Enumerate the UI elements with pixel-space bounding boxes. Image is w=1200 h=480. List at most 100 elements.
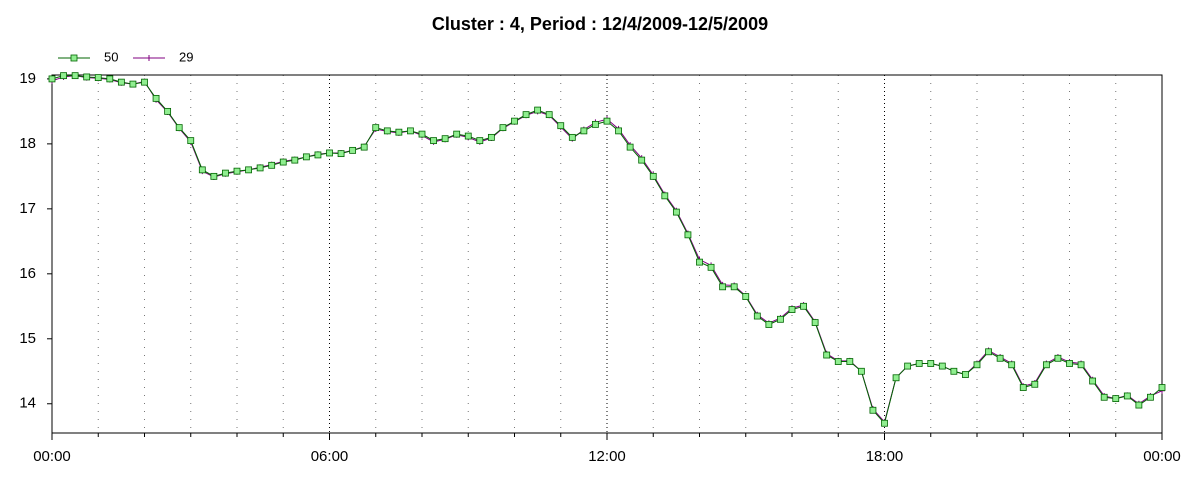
point-marker <box>1008 361 1016 369</box>
point-marker <box>1135 401 1143 409</box>
x-tick-label: 00:00 <box>33 448 71 465</box>
point-marker <box>638 156 646 164</box>
y-tick-label: 17 <box>19 200 36 217</box>
point-marker <box>337 150 345 158</box>
point-marker <box>499 124 507 132</box>
point-marker <box>48 75 56 83</box>
point-marker <box>222 169 229 177</box>
y-tick-label: 16 <box>19 265 36 282</box>
point-marker <box>164 107 172 115</box>
point-marker <box>592 120 599 128</box>
point-marker <box>430 137 437 145</box>
point-marker <box>453 130 461 138</box>
point-marker <box>557 122 565 130</box>
point-marker <box>326 149 333 157</box>
point-marker <box>407 127 414 135</box>
point-marker <box>302 153 310 161</box>
point-marker <box>256 164 264 172</box>
point-marker <box>1019 384 1027 391</box>
y-tick-label: 19 <box>19 70 36 87</box>
point-marker <box>152 94 160 102</box>
point-marker <box>661 192 669 200</box>
point-marker <box>487 133 495 141</box>
point-marker <box>626 143 634 151</box>
point-marker <box>268 161 276 169</box>
point-marker <box>649 172 657 180</box>
point-marker <box>1123 392 1131 400</box>
point-marker <box>60 72 67 80</box>
point-marker <box>349 146 357 154</box>
point-marker <box>1112 395 1120 402</box>
legend-marker <box>146 55 152 61</box>
point-marker <box>175 124 183 132</box>
legend-label: 29 <box>179 49 193 64</box>
point-marker <box>1158 384 1166 391</box>
point-marker <box>869 406 877 414</box>
point-marker <box>534 106 542 114</box>
point-marker <box>511 117 518 125</box>
point-marker <box>395 128 403 136</box>
point-marker <box>788 306 796 313</box>
point-marker <box>372 124 380 132</box>
point-marker <box>1147 393 1154 401</box>
point-marker <box>892 374 900 382</box>
point-marker <box>522 111 530 119</box>
point-marker <box>210 172 218 180</box>
point-marker <box>927 360 935 367</box>
point-marker <box>1089 377 1097 385</box>
point-marker <box>962 371 969 378</box>
point-marker <box>881 419 888 427</box>
chart-title: Cluster : 4, Period : 12/4/2009-12/5/200… <box>432 14 768 34</box>
point-marker <box>83 73 91 81</box>
point-marker <box>684 231 692 239</box>
point-marker <box>915 360 923 367</box>
point-marker <box>730 283 738 291</box>
point-marker <box>476 137 484 145</box>
point-marker <box>545 111 553 119</box>
point-marker <box>141 78 148 86</box>
point-marker <box>580 127 588 135</box>
plot-frame <box>51 74 1163 434</box>
point-marker <box>1031 380 1039 388</box>
point-marker <box>383 127 391 135</box>
point-marker <box>1100 393 1108 401</box>
point-marker <box>464 132 472 140</box>
point-marker <box>800 302 807 310</box>
point-marker <box>615 127 622 135</box>
point-marker <box>1042 361 1050 369</box>
point-marker <box>753 312 761 320</box>
point-marker <box>904 362 912 370</box>
point-marker <box>996 354 1004 362</box>
point-marker <box>985 348 992 356</box>
point-marker <box>811 319 819 326</box>
point-marker <box>857 367 865 375</box>
point-marker <box>245 166 252 174</box>
x-tick-label: 18:00 <box>866 448 904 465</box>
point-marker <box>846 358 854 365</box>
point-marker <box>719 283 727 291</box>
point-marker <box>418 130 426 138</box>
point-marker <box>672 208 680 216</box>
point-marker <box>233 167 241 175</box>
point-marker <box>117 78 125 86</box>
y-tick-label: 15 <box>19 330 36 347</box>
point-marker <box>360 143 368 151</box>
point-marker <box>950 367 958 375</box>
point-marker <box>71 72 79 80</box>
legend-marker <box>70 54 78 62</box>
point-marker <box>314 151 322 159</box>
point-marker <box>291 156 299 164</box>
point-marker <box>777 315 784 323</box>
point-marker <box>707 263 715 271</box>
point-marker <box>187 137 195 145</box>
x-tick-label: 06:00 <box>311 448 349 465</box>
point-marker <box>823 351 831 359</box>
point-marker <box>765 321 773 328</box>
point-marker <box>834 358 842 365</box>
point-marker <box>1077 361 1085 369</box>
point-marker <box>441 135 449 143</box>
point-marker <box>973 361 981 369</box>
point-marker <box>603 117 611 125</box>
point-marker <box>279 158 287 166</box>
